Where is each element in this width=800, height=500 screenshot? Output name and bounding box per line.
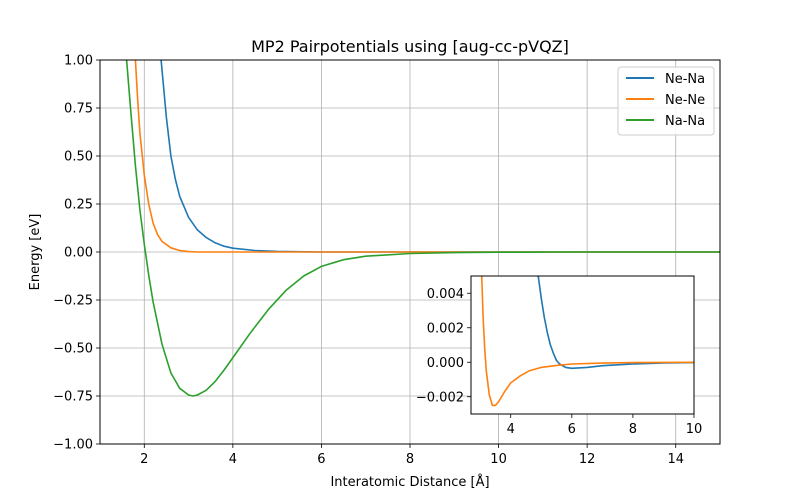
y-tick-label: −1.00 (53, 438, 93, 453)
y-tick-label: −0.75 (53, 390, 93, 405)
legend-entry-na-na: Na-Na (626, 114, 705, 129)
legend-entry-ne-ne: Ne-Ne (626, 93, 705, 108)
inset-series-line--ff7f0e (480, 276, 694, 407)
main-axes: 2 4 6 8 10 12 14 −1.00 −0.75 −0.50 −0.25 0.00 0.25 0… (28, 37, 721, 490)
y-tick-label: −0.25 (53, 294, 93, 309)
x-axis-label: Interatomic Distance [Å] (330, 474, 489, 490)
y-axis-label: Energy [eV] (28, 214, 43, 291)
inset-y-ticks: −0.002 0.000 0.002 0.004 (416, 287, 471, 405)
y-tick-label: 0.004 (427, 287, 464, 302)
x-tick-label: 10 (490, 452, 507, 467)
x-tick-label: 8 (406, 452, 414, 467)
x-tick-label: 8 (629, 422, 637, 437)
y-tick-label: 0.00 (64, 246, 93, 261)
inset-axes-frame (470, 275, 695, 415)
x-tick-label: 14 (667, 452, 684, 467)
inset-series-line--1f77b4 (537, 276, 694, 370)
y-tick-label: 0.50 (64, 150, 93, 165)
legend: Ne-Na Ne-Ne Na-Na (617, 66, 715, 136)
y-tick-label: 0.000 (427, 356, 464, 371)
main-series-line-na-na (125, 60, 720, 397)
legend-label-ne-ne: Ne-Ne (665, 93, 705, 108)
x-tick-label: 4 (507, 422, 515, 437)
main-series (125, 60, 720, 397)
main-series-line-ne-ne (134, 60, 720, 253)
x-tick-label: 4 (229, 452, 237, 467)
main-x-ticks: 2 4 6 8 10 12 14 (140, 444, 684, 467)
x-tick-label: 12 (579, 452, 596, 467)
y-tick-label: 0.002 (427, 321, 464, 336)
x-tick-label: 6 (568, 422, 576, 437)
y-tick-label: 0.25 (64, 198, 93, 213)
x-tick-label: 6 (317, 452, 325, 467)
inset-series (480, 276, 694, 407)
x-tick-label: 2 (140, 452, 148, 467)
legend-entry-ne-na: Ne-Na (626, 72, 705, 87)
x-tick-label: 10 (686, 422, 703, 437)
y-tick-label: 1.00 (64, 54, 93, 69)
legend-label-na-na: Na-Na (665, 114, 705, 129)
y-tick-label: −0.002 (416, 390, 464, 405)
chart-title: MP2 Pairpotentials using [aug-cc-pVQZ] (251, 37, 569, 56)
y-tick-label: −0.50 (53, 342, 93, 357)
legend-frame (617, 66, 715, 136)
legend-label-ne-na: Ne-Na (665, 72, 705, 87)
main-y-ticks: −1.00 −0.75 −0.50 −0.25 0.00 0.25 0.50 0.75 1.00 (53, 54, 100, 453)
inset-axes: 4 6 8 10 −0.002 0.000 0.002 0.004 (416, 275, 703, 437)
y-tick-label: 0.75 (64, 102, 93, 117)
inset-x-ticks: 4 6 8 10 (507, 414, 703, 437)
